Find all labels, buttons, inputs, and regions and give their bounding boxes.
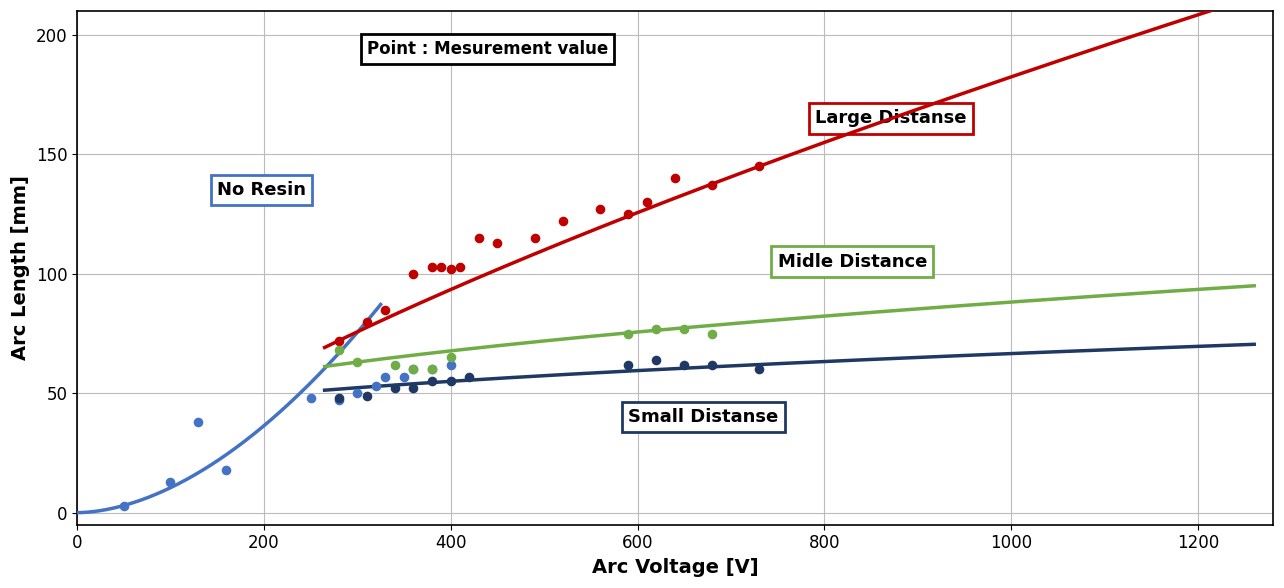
Point	[487, 238, 507, 248]
Point	[113, 501, 134, 510]
Point	[347, 358, 367, 367]
Point	[421, 365, 442, 374]
X-axis label: Arc Voltage [V]: Arc Voltage [V]	[592, 558, 759, 577]
Point	[421, 365, 442, 374]
Point	[674, 360, 695, 369]
Point	[160, 477, 181, 486]
Point	[440, 265, 461, 274]
Text: Point : Mesurement value: Point : Mesurement value	[367, 40, 607, 58]
Point	[646, 355, 666, 365]
Point	[384, 384, 404, 393]
Point	[702, 181, 723, 190]
Point	[384, 360, 404, 369]
Point	[403, 269, 424, 279]
Point	[702, 360, 723, 369]
Point	[394, 372, 415, 381]
Point	[366, 382, 386, 391]
Point	[589, 205, 610, 214]
Text: No Resin: No Resin	[217, 181, 306, 199]
Point	[375, 305, 395, 315]
Point	[329, 393, 349, 403]
Point	[618, 329, 638, 338]
Text: Midle Distance: Midle Distance	[778, 253, 927, 270]
Point	[674, 324, 695, 333]
Point	[665, 173, 686, 183]
Point	[749, 365, 769, 374]
Text: Large Distanse: Large Distanse	[815, 109, 967, 128]
Point	[469, 233, 489, 243]
Point	[618, 360, 638, 369]
Point	[637, 198, 657, 207]
Point	[300, 393, 321, 403]
Point	[431, 262, 452, 272]
Point	[525, 233, 546, 243]
Point	[347, 389, 367, 398]
Point	[440, 353, 461, 362]
Point	[189, 417, 209, 427]
Point	[421, 262, 442, 272]
Text: Small Distanse: Small Distanse	[628, 408, 778, 426]
Point	[702, 329, 723, 338]
Point	[618, 209, 638, 219]
Point	[216, 465, 236, 475]
Y-axis label: Arc Length [mm]: Arc Length [mm]	[12, 175, 30, 360]
Point	[403, 365, 424, 374]
Point	[646, 324, 666, 333]
Point	[403, 365, 424, 374]
Point	[375, 372, 395, 381]
Point	[329, 336, 349, 345]
Point	[440, 376, 461, 386]
Point	[460, 372, 480, 381]
Point	[403, 384, 424, 393]
Point	[440, 360, 461, 369]
Point	[329, 346, 349, 355]
Point	[421, 376, 442, 386]
Point	[552, 216, 573, 226]
Point	[329, 396, 349, 405]
Point	[749, 162, 769, 171]
Point	[357, 391, 377, 400]
Point	[449, 262, 470, 272]
Point	[357, 317, 377, 326]
